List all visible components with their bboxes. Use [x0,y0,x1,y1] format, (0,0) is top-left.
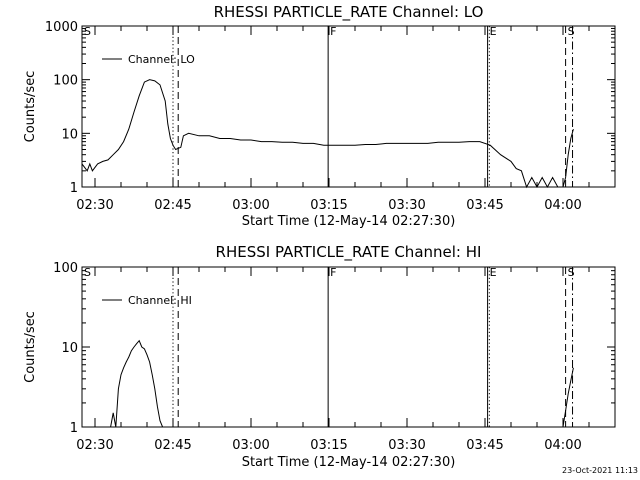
x-tick-label: 02:30 [76,438,113,453]
marker-label: F [330,25,336,38]
y-tick-label: 1000 [45,20,78,35]
x-tick-label: 03:30 [388,438,425,453]
hi-channel-panel: RHESSI PARTICLE_RATE Channel: HI 1 10 100 02… [23,243,616,470]
x-tick-label: 02:45 [154,438,191,453]
y-tick-label: 10 [61,341,78,356]
y-axis-label: Counts/sec [23,71,38,143]
marker-label: S [568,25,575,38]
x-tick-label: 02:45 [154,198,191,213]
y-tick-label: 1 [70,181,78,196]
legend-label: Channel: HI [128,294,192,307]
marker-label: S [568,266,575,279]
x-tick-label: 03:45 [466,198,503,213]
marker-label: E [490,266,497,279]
x-tick-label: 03:15 [310,198,347,213]
y-axis-label: Counts/sec [23,311,38,383]
marker-label: F [330,266,336,279]
x-tick-label: 04:00 [544,198,581,213]
series-line [110,339,574,428]
x-tick-label: 02:30 [76,198,113,213]
x-tick-label: 03:45 [466,438,503,453]
date-stamp: 23-Oct-2021 11:13 [562,466,638,475]
series-line [81,79,574,189]
x-tick-label: 04:00 [544,438,581,453]
x-tick-label: 03:15 [310,438,347,453]
marker-label: S [84,266,91,279]
y-tick-label: 100 [53,261,78,276]
x-axis-label: Start Time (12-May-14 02:27:30) [242,214,456,229]
marker-label: S [84,25,91,38]
x-axis-label: Start Time (12-May-14 02:27:30) [242,455,456,470]
y-tick-label: 1 [70,421,78,436]
x-tick-label: 03:00 [232,438,269,453]
chart-title: RHESSI PARTICLE_RATE Channel: LO [214,3,484,22]
x-tick-label: 03:30 [388,198,425,213]
chart-title: RHESSI PARTICLE_RATE Channel: HI [216,243,482,262]
legend-label: Channel: LO [128,53,195,66]
plot-frame [81,25,616,188]
y-tick-label: 100 [53,74,78,89]
marker-label: E [490,25,497,38]
lo-channel-panel: RHESSI PARTICLE_RATE Channel: LO 1 10 100 10… [23,3,616,229]
y-tick-label: 10 [61,127,78,142]
x-tick-label: 03:00 [232,198,269,213]
